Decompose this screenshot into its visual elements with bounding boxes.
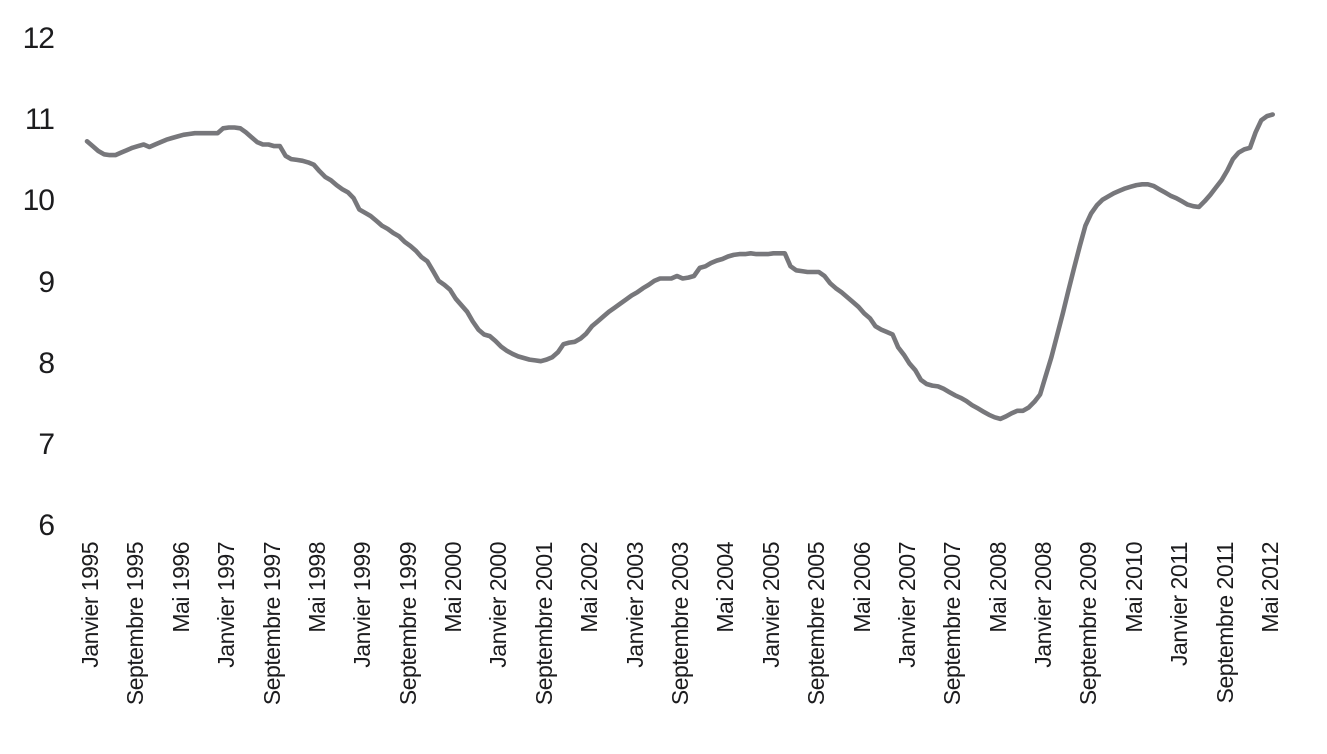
x-axis-tick-label: Janvier 1999	[349, 542, 376, 668]
x-axis-tick-label: Mai 2002	[576, 542, 603, 633]
x-axis-tick-label: Mai 2000	[440, 542, 467, 633]
x-axis-tick-label: Septembre 1997	[258, 542, 285, 706]
y-axis-tick-label: 11	[24, 103, 55, 137]
x-axis-tick-label: Septembre 2011	[1211, 542, 1238, 704]
y-axis-tick-label: 9	[38, 265, 55, 299]
data-line-series	[84, 112, 1275, 422]
y-axis-tick-label: 10	[22, 184, 55, 218]
x-axis-tick-label: Janvier 1997	[213, 542, 240, 668]
x-axis-tick-label: Septembre 2005	[803, 542, 830, 706]
x-axis-tick-label: Mai 2010	[1120, 542, 1147, 633]
x-axis-tick-label: Janvier 2011	[1166, 542, 1193, 666]
x-axis-tick-label: Mai 2008	[984, 542, 1011, 633]
x-axis-tick-label: Mai 1996	[167, 542, 194, 633]
x-axis-tick-label: Janvier 1995	[77, 542, 103, 668]
x-axis-tick-label: Janvier 2003	[621, 542, 648, 668]
x-axis-tick-label: Janvier 2005	[757, 542, 784, 668]
x-axis-tick-label: Mai 1998	[303, 542, 330, 633]
x-axis-tick-label: Septembre 2001	[530, 542, 557, 706]
x-axis-tick-label: Septembre 1999	[394, 542, 421, 706]
y-axis-tick-label: 6	[38, 509, 55, 543]
x-axis-tick-label: Janvier 2007	[893, 542, 920, 668]
y-axis-tick-label: 12	[22, 22, 55, 55]
x-axis-tick-label: Septembre 2003	[666, 542, 693, 706]
x-axis-tick-label: Septembre 1995	[122, 542, 149, 706]
x-axis-tick-label: Janvier 2008	[1030, 542, 1057, 668]
x-axis-tick-label: Janvier 2000	[485, 542, 512, 668]
x-axis-tick-label: Septembre 2007	[939, 542, 966, 706]
y-axis-tick-label: 8	[38, 346, 55, 380]
x-axis-tick-label: Septembre 2009	[1075, 542, 1102, 706]
x-axis-tick-label: Mai 2006	[848, 542, 875, 633]
y-axis-tick-label: 7	[38, 427, 55, 461]
x-axis-tick-label: Mai 2004	[712, 542, 739, 633]
x-axis-tick-label: Mai 2012	[1256, 542, 1283, 633]
